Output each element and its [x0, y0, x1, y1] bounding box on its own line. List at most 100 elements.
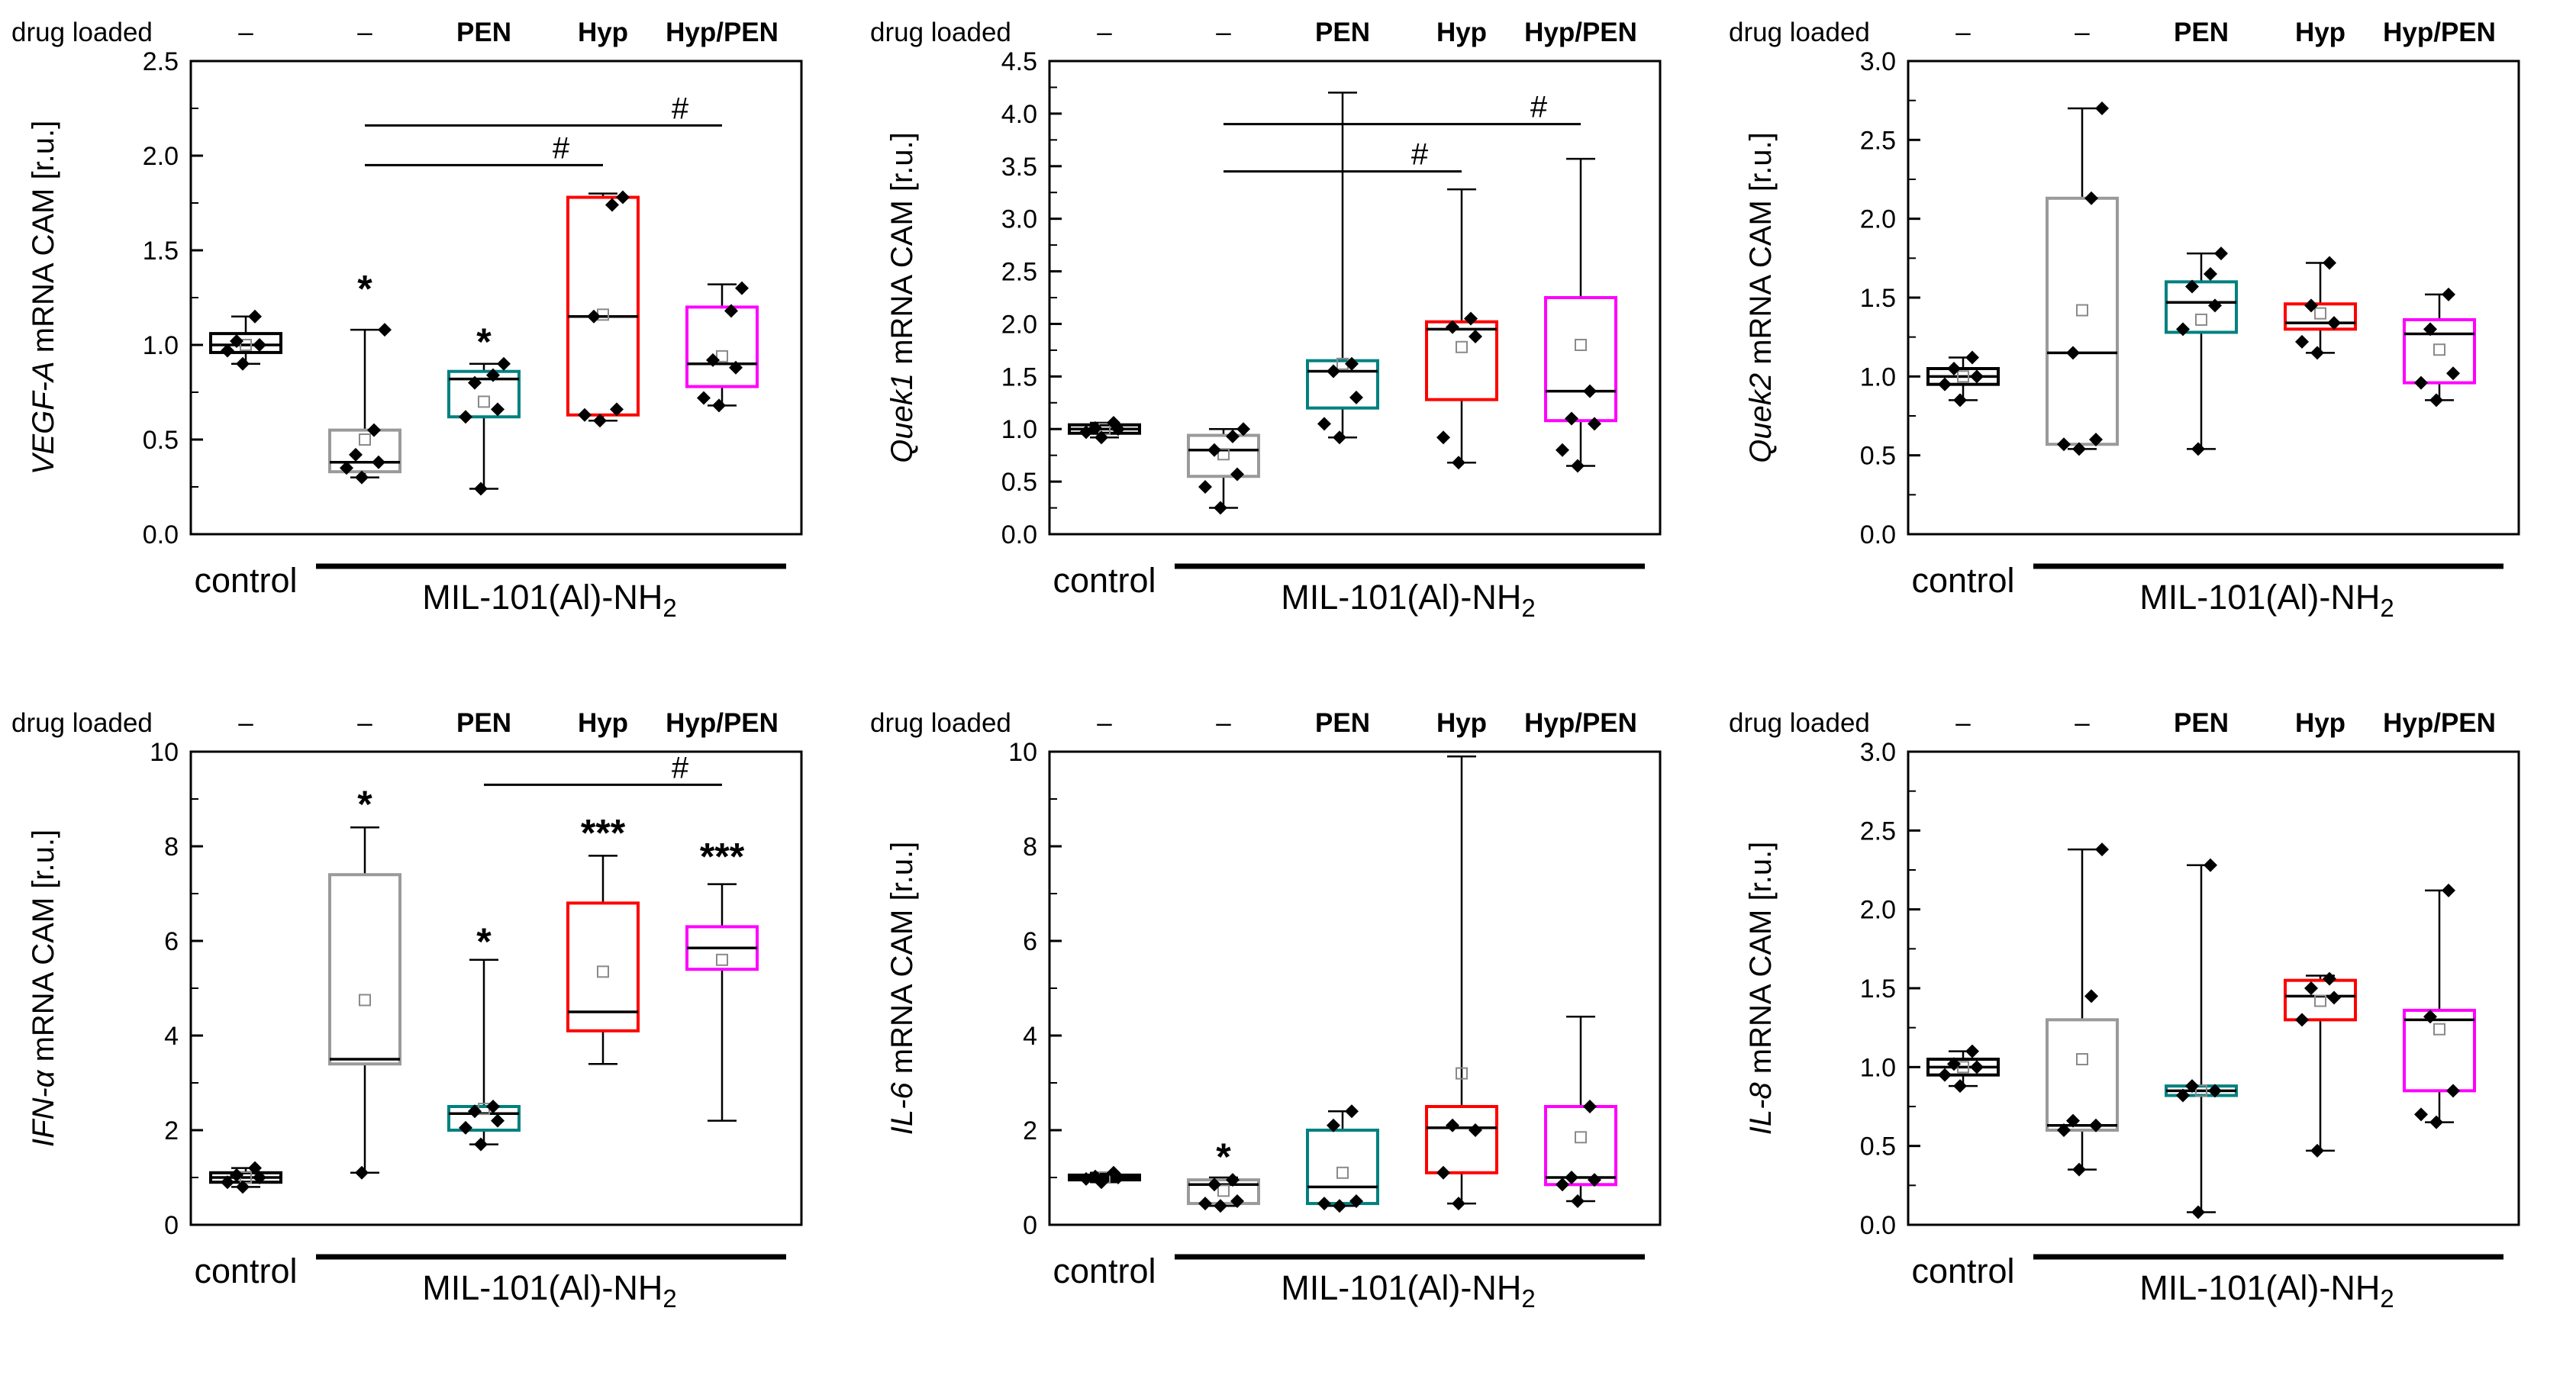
drug-group-label-0: –	[1097, 18, 1112, 47]
y-tick-label: 4	[1023, 1022, 1037, 1051]
data-point-diamond	[2429, 1115, 2443, 1129]
data-point-diamond	[1214, 1199, 1227, 1213]
drug-group-label-1: –	[2075, 18, 2090, 47]
y-axis-label: IL-8 mRNA CAM [r.u.]	[1744, 842, 1778, 1136]
box-Hyp	[566, 195, 640, 417]
data-point-diamond	[486, 1100, 500, 1113]
data-point-diamond	[1107, 415, 1120, 430]
plot-frame	[1907, 750, 2520, 1226]
data-point-diamond	[1345, 356, 1359, 371]
boxplot-panel-il6: drug loaded – – PEN Hyp Hyp/PEN 0 2 4 6 8 10 IL-6 mR…	[859, 691, 1717, 1381]
data-point-diamond	[372, 455, 385, 469]
data-point-diamond	[1207, 443, 1221, 457]
box-PEN	[2165, 280, 2238, 334]
data-point-diamond	[1469, 329, 1482, 343]
data-point-diamond	[610, 402, 624, 417]
data-point-diamond	[593, 414, 607, 428]
x-label-treatment: MIL-101(Al)-NH2	[422, 1268, 676, 1313]
data-point-diamond	[2423, 1010, 2437, 1024]
y-tick-label: 6	[1023, 927, 1037, 956]
drug-group-label-4: Hyp/PEN	[1524, 18, 1637, 47]
header-drug-loaded-label: drug loaded	[1729, 708, 1870, 738]
data-point-diamond	[587, 309, 601, 324]
data-point-diamond	[2446, 366, 2460, 381]
data-point-diamond	[1198, 1197, 1212, 1211]
y-tick-label: 4.0	[1001, 100, 1037, 129]
drug-group-label-2: PEN	[456, 18, 511, 47]
y-tick-label: 3.0	[1860, 738, 1896, 767]
y-tick-label: 1.0	[143, 331, 179, 360]
drug-group-label-2: PEN	[2174, 708, 2229, 738]
y-tick-label: 0.0	[1860, 1211, 1896, 1240]
data-point-diamond	[2072, 1162, 2086, 1177]
mean-marker	[359, 433, 371, 446]
x-label-control: control	[1053, 1252, 1156, 1290]
data-point-diamond	[2066, 346, 2080, 360]
data-point-diamond	[1464, 311, 1478, 326]
data-point-diamond	[712, 398, 726, 413]
box-Hyp	[1425, 320, 1498, 401]
data-point-diamond	[474, 1137, 488, 1152]
data-point-diamond	[1436, 430, 1450, 445]
box-Hyp	[2284, 978, 2357, 1022]
y-tick-label: 2.5	[143, 47, 179, 76]
y-tick-label: 1.5	[1860, 284, 1896, 313]
data-point-diamond	[2310, 1143, 2324, 1158]
data-point-diamond	[1317, 417, 1331, 431]
data-point-diamond	[1970, 1060, 1984, 1074]
y-tick-label: 2	[164, 1116, 179, 1145]
data-point-diamond	[2191, 1205, 2205, 1219]
data-point-diamond	[724, 304, 738, 318]
data-point-diamond	[2176, 1088, 2190, 1103]
data-point-diamond	[2089, 1118, 2103, 1132]
mean-marker	[1575, 339, 1587, 351]
x-label-control: control	[194, 1252, 297, 1290]
data-point-diamond	[367, 423, 381, 437]
y-tick-label: 2.5	[1860, 817, 1896, 846]
data-point-diamond	[1970, 369, 1984, 384]
data-point-diamond	[2185, 1079, 2199, 1094]
mean-marker	[1336, 1166, 1349, 1179]
data-point-diamond	[230, 334, 243, 349]
drug-group-label-1: –	[357, 18, 372, 47]
mean-marker	[1575, 1131, 1587, 1144]
data-point-diamond	[2084, 989, 2098, 1003]
data-point-diamond	[1226, 1173, 1240, 1187]
mean-marker	[716, 953, 728, 966]
data-point-diamond	[1583, 1100, 1597, 1113]
y-tick-label: 2.0	[1001, 310, 1037, 339]
data-point-diamond	[230, 1168, 243, 1182]
data-point-diamond	[1088, 1169, 1102, 1184]
data-point-diamond	[2089, 433, 2103, 446]
mean-marker	[2314, 307, 2326, 320]
data-point-diamond	[1230, 467, 1244, 482]
data-point-diamond	[491, 1113, 505, 1128]
mean-marker	[478, 395, 490, 408]
drug-group-label-4: Hyp/PEN	[666, 18, 779, 47]
data-point-diamond	[236, 1180, 250, 1194]
y-tick-label: 4.5	[1001, 47, 1037, 76]
drug-group-label-1: –	[1216, 708, 1231, 738]
data-point-diamond	[1588, 1173, 1601, 1187]
drug-group-label-0: –	[1955, 18, 1971, 47]
box-untreated	[1187, 433, 1260, 478]
significance-star: *	[357, 783, 372, 826]
y-tick-label: 1.0	[1860, 362, 1896, 391]
drug-group-label-4: Hyp/PEN	[2383, 18, 2496, 47]
data-point-diamond	[2204, 858, 2217, 872]
significance-bracket-label: #	[1411, 138, 1429, 172]
data-point-diamond	[2191, 442, 2205, 456]
data-point-diamond	[2304, 298, 2318, 313]
data-point-diamond	[1226, 429, 1240, 443]
y-axis-label: Quek1 mRNA CAM [r.u.]	[885, 132, 919, 462]
boxplot-panel-il8: drug loaded – – PEN Hyp Hyp/PEN 0.0 0.5 1.0 1.5 2.…	[1717, 691, 2576, 1381]
data-point-diamond	[2204, 267, 2217, 281]
mean-marker	[2076, 304, 2088, 317]
box-PEN	[1306, 359, 1379, 410]
box-Hyp	[566, 901, 640, 1032]
data-point-diamond	[253, 1171, 266, 1184]
y-tick-label: 0.5	[1001, 468, 1037, 497]
data-point-diamond	[468, 1104, 482, 1119]
y-tick-label: 8	[164, 833, 179, 862]
data-point-diamond	[1095, 1175, 1108, 1190]
